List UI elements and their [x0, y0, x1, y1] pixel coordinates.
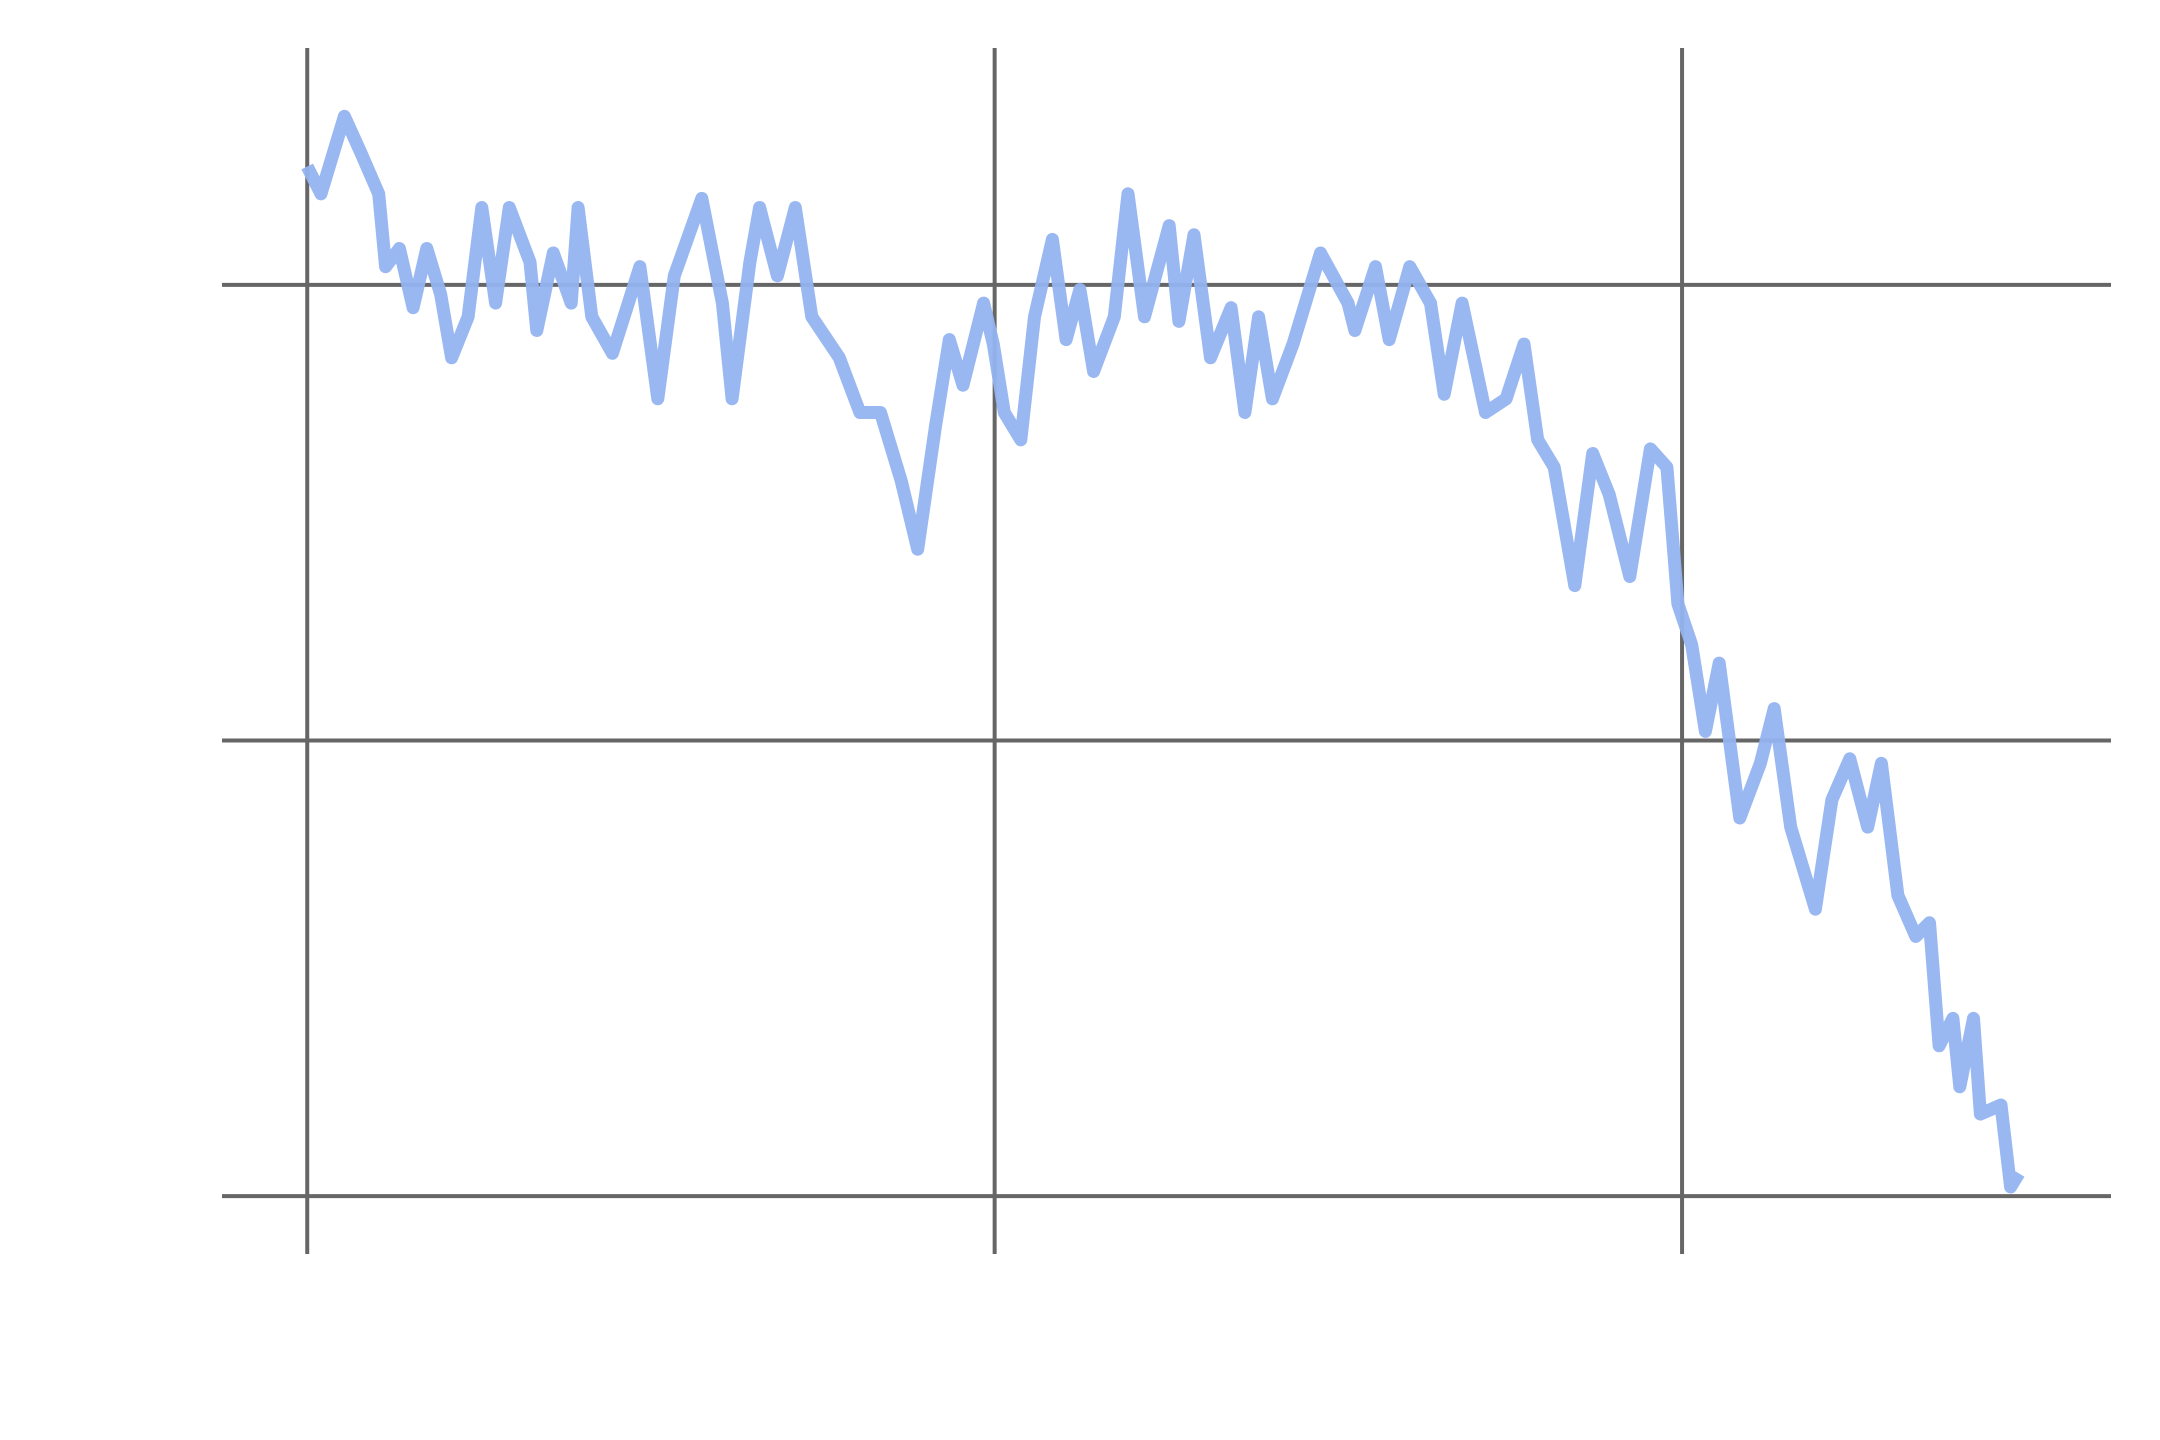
- data-line: [301, 109, 2025, 1194]
